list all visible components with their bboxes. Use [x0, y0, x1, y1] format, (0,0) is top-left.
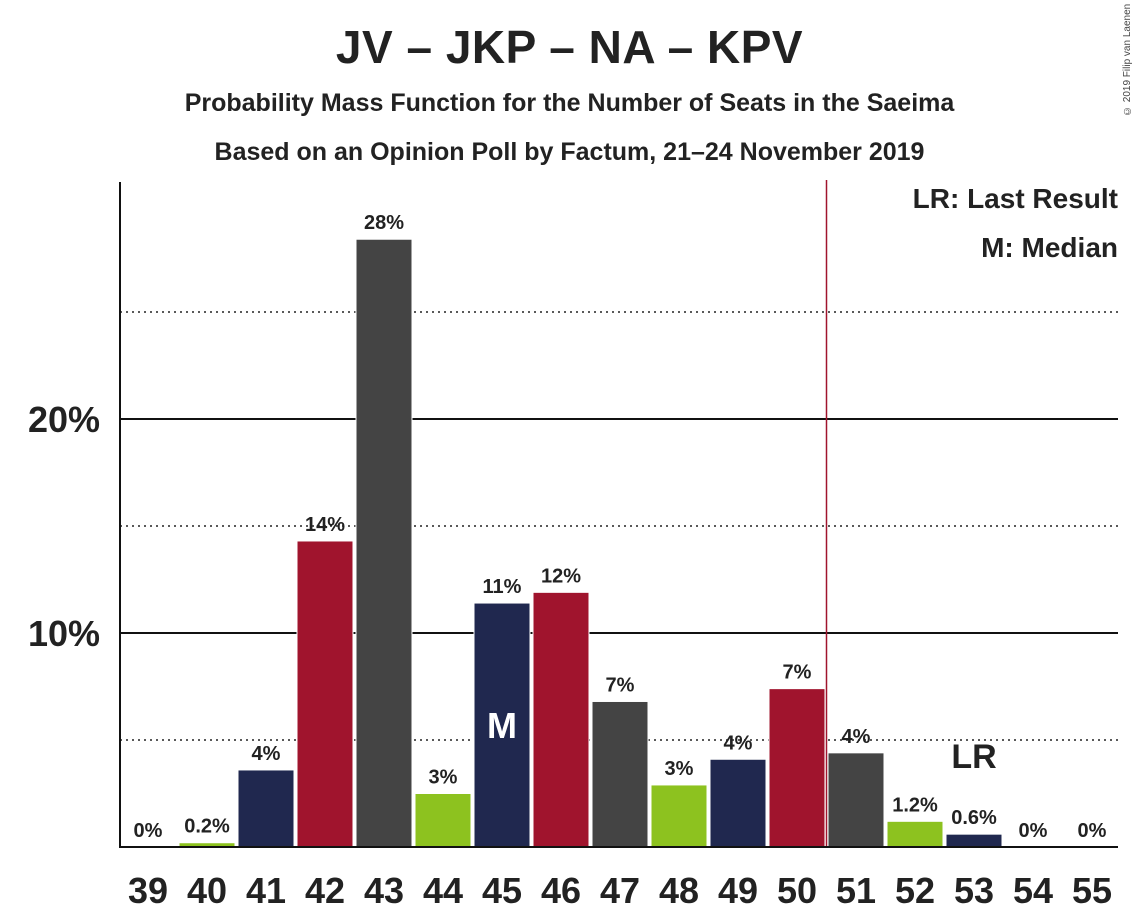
- data-label: 4%: [842, 726, 871, 748]
- bar: [709, 758, 767, 848]
- data-label: 1.2%: [892, 794, 938, 816]
- x-tick-label: 53: [954, 870, 994, 911]
- x-tick-label: 46: [541, 870, 581, 911]
- bar: [650, 784, 708, 848]
- bar: [768, 688, 826, 848]
- bar: [827, 752, 885, 848]
- x-tick-label: 50: [777, 870, 817, 911]
- bar: [237, 769, 295, 848]
- x-tick-label: 43: [364, 870, 404, 911]
- data-label: 12%: [541, 565, 581, 587]
- x-tick-label: 47: [600, 870, 640, 911]
- bar: [886, 820, 944, 848]
- bar: [296, 540, 354, 848]
- data-label: 28%: [364, 212, 404, 234]
- bar: [945, 833, 1003, 848]
- data-label: 0%: [1078, 820, 1107, 842]
- x-tick-label: 54: [1013, 870, 1053, 911]
- data-label: 0%: [1019, 820, 1048, 842]
- median-marker: M: [487, 705, 517, 746]
- data-label: 14%: [305, 514, 345, 536]
- data-label: 0.2%: [184, 816, 230, 838]
- x-tick-label: 49: [718, 870, 758, 911]
- data-label: 11%: [483, 576, 522, 598]
- x-tick-label: 48: [659, 870, 699, 911]
- chart-subtitle-2: Based on an Opinion Poll by Factum, 21–2…: [214, 138, 925, 166]
- bar: [473, 602, 531, 848]
- y-tick-label: 10%: [28, 613, 100, 654]
- x-tick-label: 39: [128, 870, 168, 911]
- x-tick-label: 44: [423, 870, 463, 911]
- bar: [532, 591, 590, 848]
- data-label: 0.6%: [951, 807, 997, 829]
- bar: [355, 238, 413, 848]
- x-tick-label: 51: [836, 870, 876, 911]
- data-label: 3%: [429, 767, 458, 789]
- data-label: 7%: [783, 662, 812, 684]
- data-label: 3%: [665, 758, 694, 780]
- x-tick-label: 45: [482, 870, 522, 911]
- chart-title: JV – JKP – NA – KPV: [335, 21, 804, 73]
- x-tick-label: 41: [246, 870, 286, 911]
- legend-last-result: LR: Last Result: [912, 183, 1118, 214]
- x-tick-label: 42: [305, 870, 345, 911]
- bar: [414, 793, 472, 848]
- data-label: 4%: [724, 732, 753, 754]
- y-tick-label: 20%: [28, 399, 100, 440]
- x-tick-label: 40: [187, 870, 227, 911]
- data-label: 7%: [606, 674, 635, 696]
- data-label: 4%: [252, 743, 281, 765]
- x-tick-label: 52: [895, 870, 935, 911]
- last-result-marker: LR: [951, 738, 996, 776]
- data-label: 0%: [134, 820, 163, 842]
- legend-median: M: Median: [981, 232, 1118, 263]
- bar: [591, 700, 649, 848]
- x-tick-label: 55: [1072, 870, 1112, 911]
- chart-subtitle-1: Probability Mass Function for the Number…: [184, 89, 955, 117]
